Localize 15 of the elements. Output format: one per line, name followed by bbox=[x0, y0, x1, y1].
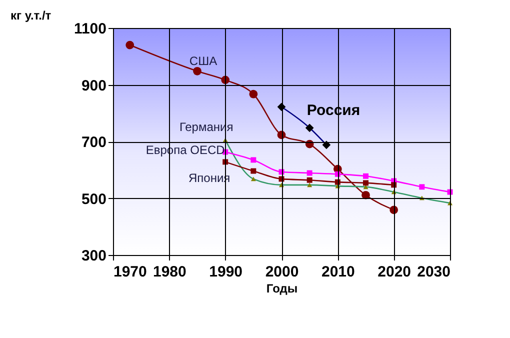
y-tick-label: 1100 bbox=[74, 20, 106, 38]
x-axis-title: Годы bbox=[266, 282, 298, 296]
series-label: США bbox=[189, 54, 218, 68]
y-tick-label: 500 bbox=[81, 190, 106, 208]
x-tick-label: 2000 bbox=[265, 264, 299, 280]
y-axis-title: кг у.т./т bbox=[10, 8, 52, 22]
x-tick-label: 2010 bbox=[321, 264, 355, 280]
x-tick-label: 1990 bbox=[209, 264, 243, 280]
y-tick-label: 900 bbox=[81, 77, 106, 94]
x-tick-label: 1980 bbox=[152, 264, 186, 280]
x-tick-label: 1970 bbox=[114, 264, 147, 280]
x-tick-label: 2030 bbox=[417, 264, 450, 280]
y-tick-label: 700 bbox=[81, 134, 106, 151]
y-tick-label: 300 bbox=[81, 248, 106, 264]
x-tick-label: 2020 bbox=[378, 264, 412, 280]
